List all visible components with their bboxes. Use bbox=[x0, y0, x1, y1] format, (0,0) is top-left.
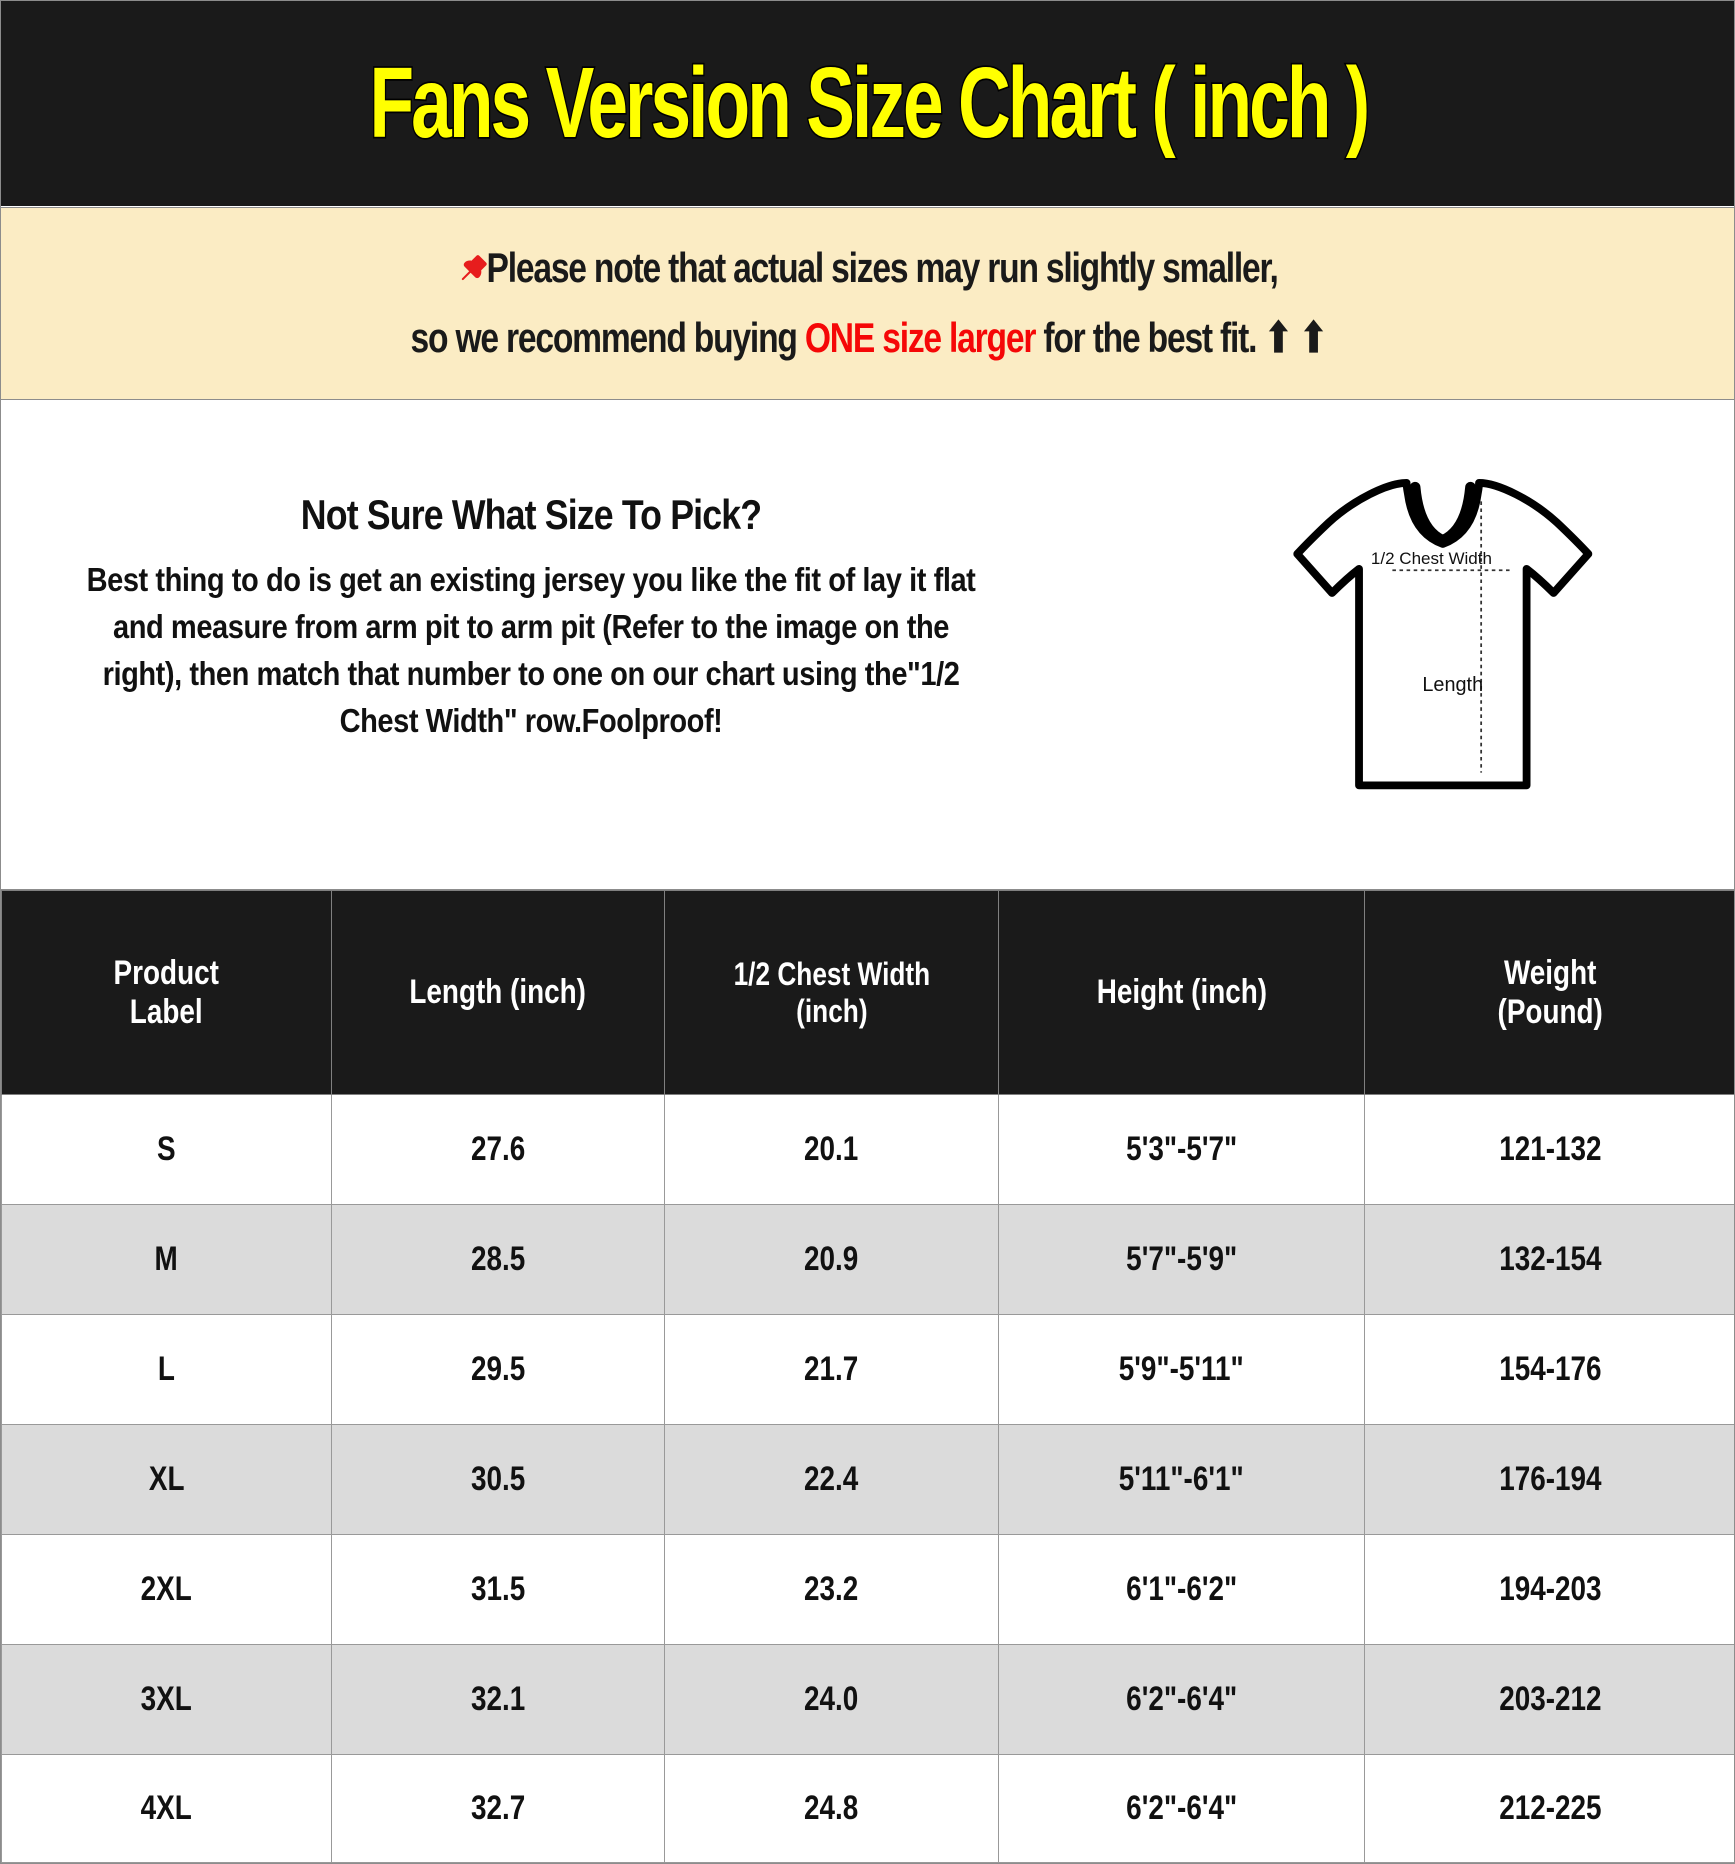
svg-text:Length: Length bbox=[1422, 674, 1483, 696]
svg-text:1/2 Chest Width: 1/2 Chest Width bbox=[1371, 549, 1492, 568]
